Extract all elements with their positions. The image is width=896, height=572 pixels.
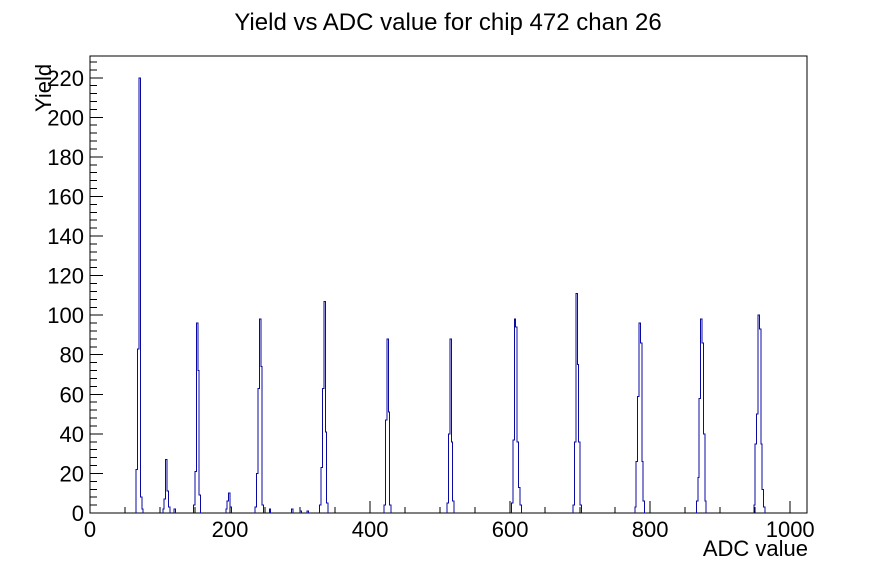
y-tick-label: 80 [60,343,84,368]
histogram-peak [319,300,329,513]
histogram-peak [291,508,294,513]
y-tick-label: 200 [47,105,84,130]
axis-ticks [89,61,791,514]
plot-frame [89,55,808,514]
y-tick-label: 180 [47,145,84,170]
y-tick-label: 220 [47,66,84,91]
x-tick-label: 0 [84,517,96,542]
axis-tick-labels: 0 200 400 600 800 1000 0 20 40 60 80 100 120 140 160 18… [47,66,814,542]
y-tick-label: 160 [47,184,84,209]
histogram-peak [225,492,232,513]
histogram-peak [695,318,707,513]
x-tick-label: 800 [632,517,669,542]
histogram-peak [135,77,144,513]
chart-title: Yield vs ADC value for chip 472 chan 26 [234,9,661,36]
y-tick-label: 20 [60,461,84,486]
histogram-peak [634,322,646,513]
histogram-peak [446,338,455,513]
histogram-peak [383,338,392,513]
histogram-series [135,77,766,513]
histogram-peak [173,508,176,513]
histogram-peak [753,314,766,513]
histogram-peak [193,322,202,513]
x-axis-title: ADC value [703,536,808,561]
y-tick-label: 60 [60,382,84,407]
histogram-peak [299,510,302,513]
x-tick-label: 1000 [766,517,815,542]
y-tick-label: 140 [47,224,84,249]
histogram-peak [572,292,583,513]
y-axis-title: Yield [31,64,56,112]
y-tick-label: 40 [60,422,84,447]
histogram-peak [306,510,309,513]
x-tick-label: 600 [492,517,529,542]
histogram-peak [268,508,272,513]
y-tick-label: 100 [47,303,84,328]
x-tick-label: 200 [212,517,249,542]
histogram-peak [511,318,522,513]
y-tick-label: 0 [72,501,84,526]
y-tick-label: 120 [47,264,84,289]
histogram-peak [162,459,171,513]
x-tick-label: 400 [352,517,389,542]
histogram-peak [254,318,265,513]
